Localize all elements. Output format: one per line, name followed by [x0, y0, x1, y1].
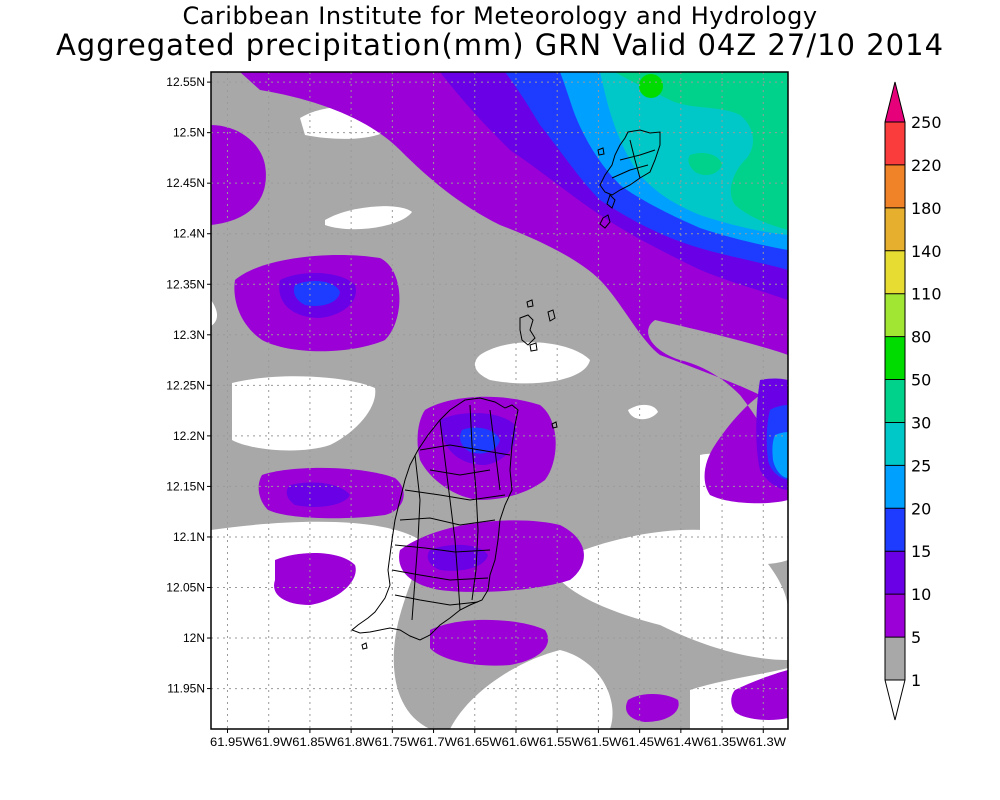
land-outlines	[351, 129, 661, 650]
colorbar-segment	[885, 379, 905, 423]
precip-band-30-50	[615, 72, 788, 230]
colorbar-level-label: 20	[911, 499, 931, 518]
latitude-tick-label: 12.4N	[173, 227, 205, 241]
chart-title: Caribbean Institute for Meteorology and …	[182, 2, 818, 30]
latitude-tick-label: 12.05N	[166, 580, 205, 594]
colorbar-level-label: 180	[911, 199, 942, 218]
colorbar-level-label: 30	[911, 413, 931, 432]
latitude-tick-label: 12.5N	[173, 126, 205, 140]
latitude-tick-label: 12.25N	[166, 378, 205, 392]
colorbar-bottom-arrow	[885, 680, 905, 720]
grenada-island-outline	[351, 397, 519, 641]
colorbar-level-label: 5	[911, 628, 921, 647]
precip-band-50-80	[639, 74, 663, 98]
latitude-tick-label: 12.15N	[166, 479, 205, 493]
chart-subtitle: Aggregated precipitation(mm) GRN Valid 0…	[55, 28, 945, 62]
colorbar-top-arrow	[885, 82, 905, 122]
latitude-tick-label: 12.3N	[173, 328, 205, 342]
colorbar-level-label: 250	[911, 113, 942, 132]
colorbar-segment	[885, 465, 905, 509]
carriacou-outline	[599, 129, 661, 196]
colorbar-level-label: 10	[911, 585, 931, 604]
colorbar-segment	[885, 594, 905, 638]
colorbar-level-label: 140	[911, 242, 942, 261]
colorbar-level-label: 15	[911, 542, 931, 561]
colorbar-level-label: 25	[911, 456, 931, 475]
latitude-tick-label: 12N	[183, 631, 205, 645]
colorbar-segment	[885, 164, 905, 208]
longitude-axis: 61.95W61.9W61.85W61.8W61.75W61.7W61.65W6…	[210, 729, 786, 749]
latitude-tick-label: 12.1N	[173, 530, 205, 544]
colorbar-level-label: 1	[911, 671, 921, 690]
colorbar-segment	[885, 637, 905, 680]
colorbar-segment	[885, 122, 905, 165]
colorbar-segment	[885, 551, 905, 595]
latitude-tick-label: 12.35N	[166, 277, 205, 291]
latitude-tick-label: 12.2N	[173, 429, 205, 443]
colorbar-segment	[885, 207, 905, 251]
latitude-axis: 12.55N 12.5N 12.45N 12.4N 12.35N 12.3N 12.25N 1…	[166, 75, 211, 696]
latitude-tick-label: 11.95N	[167, 682, 205, 696]
colorbar-segment	[885, 250, 905, 294]
colorbar-segment	[885, 508, 905, 552]
latitude-tick-label: 12.45N	[166, 176, 205, 190]
plot-frame	[210, 71, 789, 730]
precip-band-below-1	[211, 106, 788, 729]
longitude-tick-labels: 61.95W61.9W61.85W61.8W61.75W61.7W61.65W6…	[210, 737, 786, 749]
colorbar-segment	[885, 336, 905, 380]
colorbar-level-label: 50	[911, 371, 931, 390]
latitude-tick-label: 12.55N	[166, 75, 205, 89]
colorbar-level-label: 220	[911, 156, 942, 175]
colorbar-segment	[885, 422, 905, 466]
precip-field	[211, 72, 788, 729]
colorbar-level-label: 80	[911, 328, 931, 347]
colorbar-level-label: 110	[911, 285, 942, 304]
colorbar-segment	[885, 293, 905, 337]
